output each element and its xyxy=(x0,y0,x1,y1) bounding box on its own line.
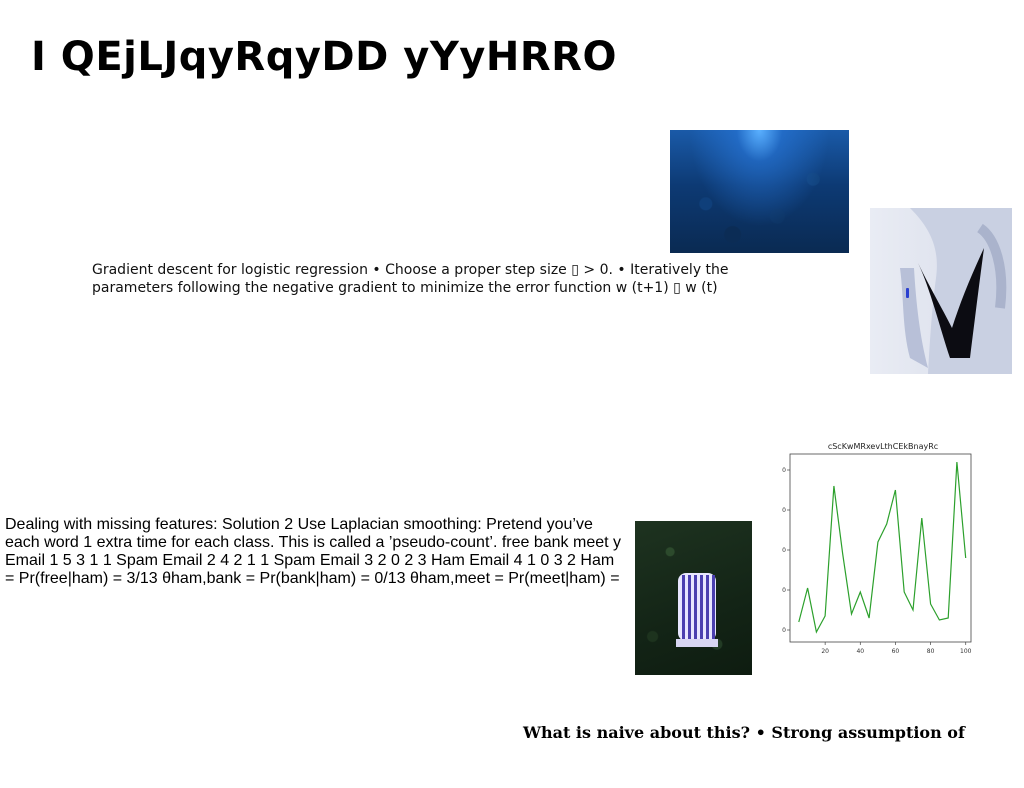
plot-frame xyxy=(789,453,972,643)
laplacian-smoothing-text: Dealing with missing features: Solution … xyxy=(5,516,622,587)
lit-window-photo xyxy=(635,521,752,675)
x-tick-label: 20 xyxy=(821,648,829,655)
naive-assumption-text: What is naive about this? • Strong assum… xyxy=(523,723,965,742)
gradient-descent-text: Gradient descent for logistic regression… xyxy=(92,262,729,296)
axis-layer: 20 40 60 80 100 0 20 40 60 80 xyxy=(778,467,972,655)
x-tick-label: 100 xyxy=(960,648,972,655)
x-tick-label: 60 xyxy=(892,648,900,655)
slide-title: I QEjLJqyRqyDD yYyHRRO xyxy=(31,34,617,80)
x-tick-label: 40 xyxy=(856,648,864,655)
person-photo xyxy=(870,208,1012,374)
y-tick-label: 20 xyxy=(782,587,786,594)
x-tick-label: 80 xyxy=(927,648,935,655)
chart-title: cScKwMRxevLthCEkBnayRc xyxy=(828,442,938,451)
series-line xyxy=(798,461,967,634)
forest-photo xyxy=(670,130,849,253)
line-chart: cScKwMRxevLthCEkBnayRc 20 40 60 80 100 0 20 40 6… xyxy=(778,440,978,658)
y-tick-label: 0 xyxy=(782,627,786,634)
y-tick-label: 80 xyxy=(782,467,786,474)
y-tick-label: 40 xyxy=(782,547,786,554)
y-tick-label: 60 xyxy=(782,507,786,514)
line-chart-svg: cScKwMRxevLthCEkBnayRc 20 40 60 80 100 0 20 40 6… xyxy=(778,442,972,655)
